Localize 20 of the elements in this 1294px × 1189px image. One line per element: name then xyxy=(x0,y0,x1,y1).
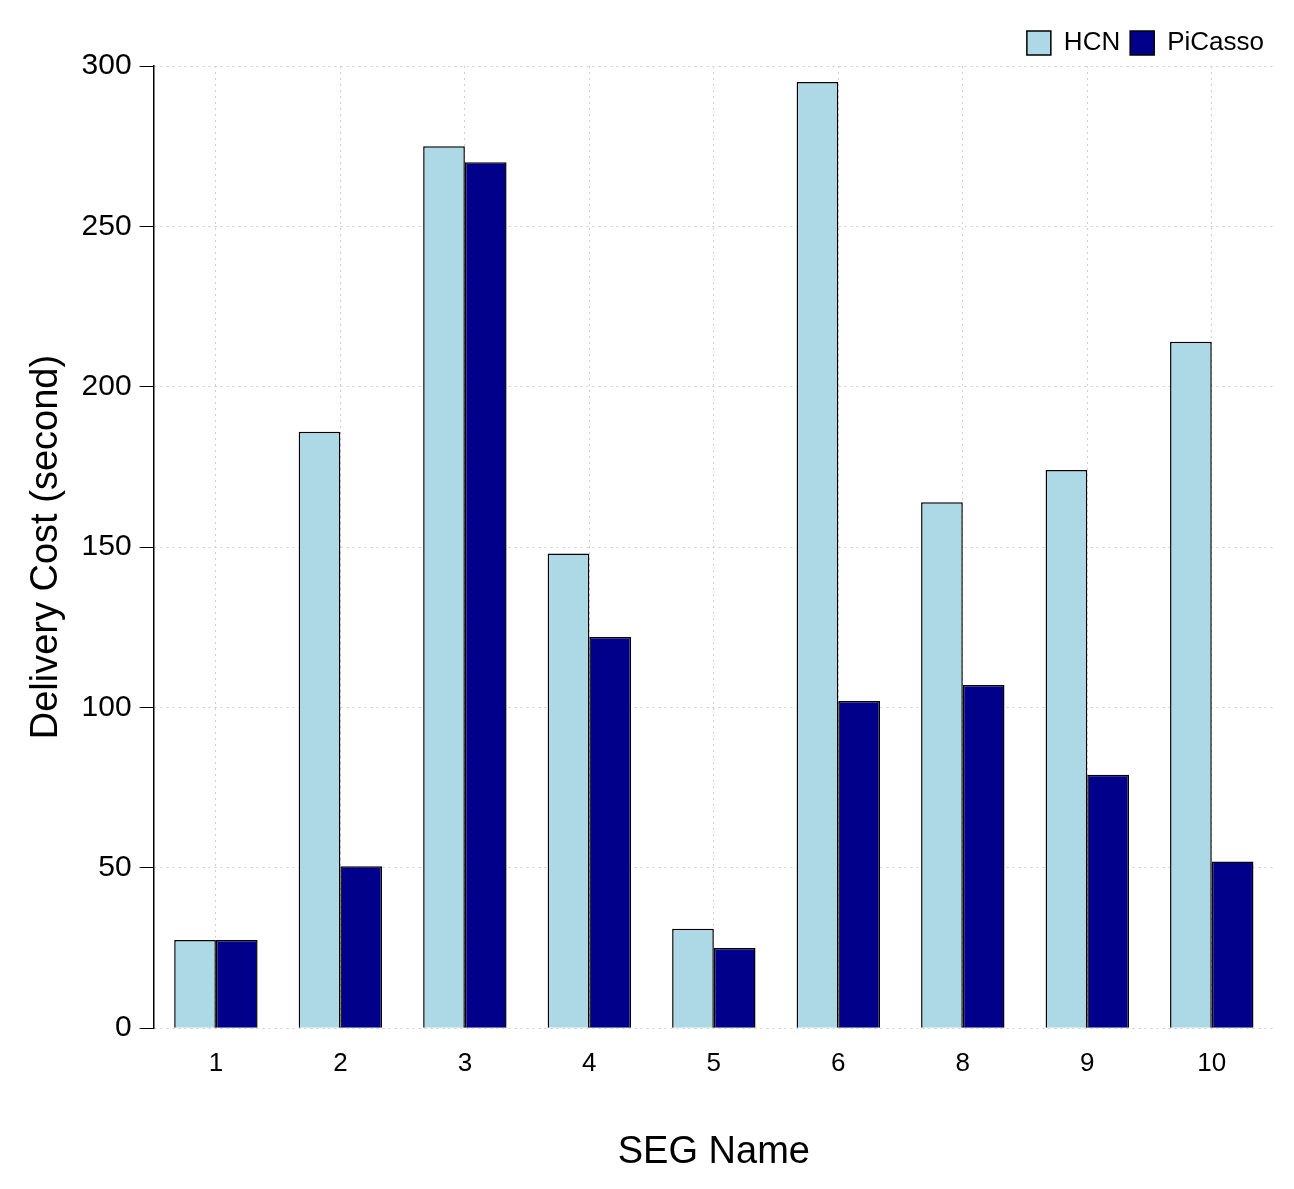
x-tick-label: 2 xyxy=(333,1046,348,1077)
x-tick-label: 3 xyxy=(457,1046,473,1077)
y-tick-label: 0 xyxy=(114,1009,132,1043)
x-tick-label: 4 xyxy=(582,1046,597,1077)
y-tick-label: 150 xyxy=(81,528,132,562)
x-tick-label: 10 xyxy=(1197,1046,1227,1077)
x-tick-label: 8 xyxy=(955,1046,971,1077)
y-tick-label: 300 xyxy=(81,47,132,81)
legend-label: HCN xyxy=(1063,26,1121,57)
y-axis-title: Delivery Cost (second) xyxy=(23,354,66,740)
x-tick-label: 9 xyxy=(1080,1046,1095,1077)
legend-label: PiCasso xyxy=(1167,26,1265,57)
x-tick-label: 6 xyxy=(831,1046,846,1077)
x-tick-label: 5 xyxy=(706,1046,722,1077)
x-axis-title: SEG Name xyxy=(617,1128,810,1171)
y-tick-label: 100 xyxy=(81,688,132,722)
y-tick-label: 200 xyxy=(81,368,132,401)
y-tick-label: 250 xyxy=(81,207,132,241)
x-tick-label: 1 xyxy=(208,1046,224,1077)
y-tick-label: 50 xyxy=(98,849,132,883)
